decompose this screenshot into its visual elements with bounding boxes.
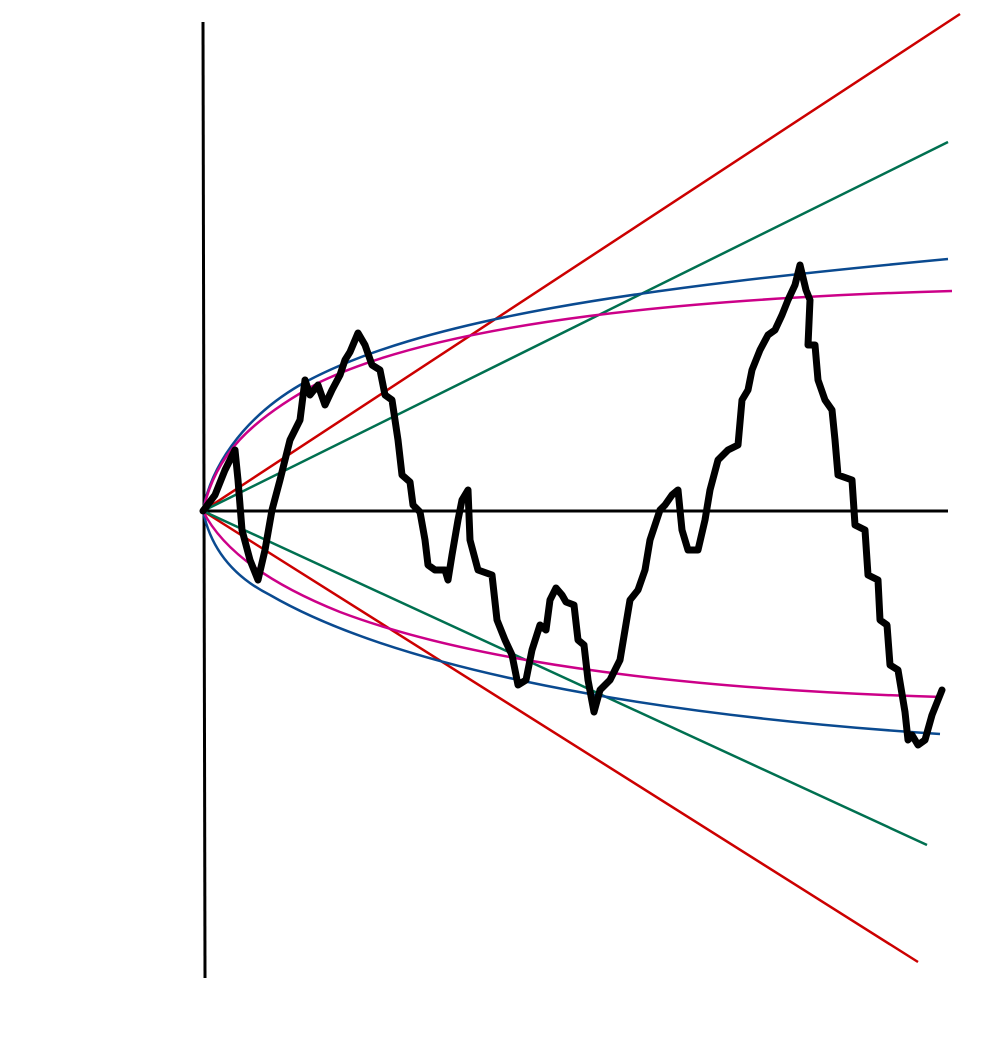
random-walk-path bbox=[199, 261, 946, 749]
lower-linear-bound bbox=[202, 509, 919, 964]
upper-slow-linear-bound bbox=[202, 140, 949, 513]
lower-slow-linear-bound bbox=[202, 509, 928, 847]
lower-log-bound bbox=[201, 510, 943, 699]
upper-linear-bound bbox=[202, 12, 961, 513]
upper-log-bound bbox=[201, 289, 953, 512]
vertical-axis bbox=[201, 21, 207, 979]
lower-sqrt-bound bbox=[201, 510, 941, 736]
upper-sqrt-bound bbox=[201, 257, 949, 512]
